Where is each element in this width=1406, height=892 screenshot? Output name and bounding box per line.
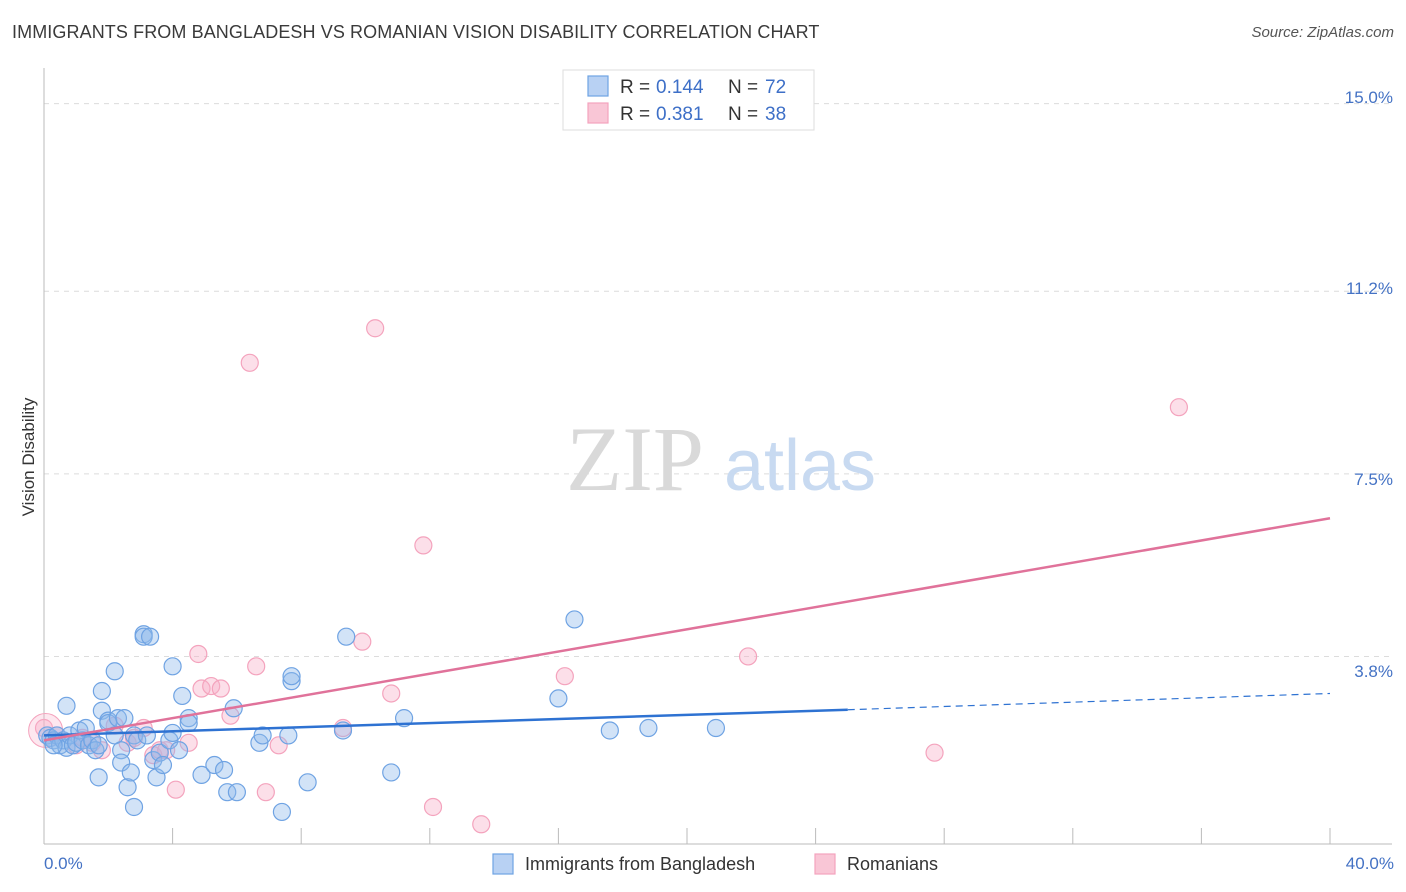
series-romanians [28,319,1188,834]
point-romanians [179,733,198,752]
point-romanians [925,743,944,762]
trend-line-bangladesh-extension [847,692,1331,711]
point-romanians [414,536,433,555]
point-romanians [423,797,443,817]
point-romanians [256,783,275,802]
point-bangladesh [153,755,173,775]
point-romanians [247,657,266,676]
chart-source: Source: ZipAtlas.com [1251,24,1394,41]
point-bangladesh [282,672,301,691]
point-bangladesh [112,741,131,760]
point-romanians [382,684,401,703]
point-bangladesh [214,760,234,780]
legend-r-value-romanians: 0.381 [656,104,704,125]
point-bangladesh [115,709,134,728]
legend-n-value-romanians: 38 [765,104,786,125]
point-bangladesh [134,627,153,646]
point-bangladesh [298,773,317,792]
point-bangladesh [112,753,131,772]
point-bangladesh [137,726,156,745]
series-legend-label-romanians: Romanians [847,854,938,874]
series-legend-label-bangladesh: Immigrants from Bangladesh [525,854,755,874]
point-romanians [240,353,259,372]
watermark-zip: ZIP [566,408,704,510]
legend-r-label-romanians: R = [620,104,650,125]
point-bangladesh [140,627,160,646]
watermark-atlas: atlas [724,426,876,506]
point-bangladesh [282,667,301,686]
point-bangladesh [92,681,111,701]
series-legend-swatch-bangladesh [492,853,514,875]
point-bangladesh [279,726,298,745]
point-bangladesh [549,689,568,708]
y-tick-label-11-2: 11.2% [1346,279,1393,298]
point-bangladesh [639,718,658,738]
point-romanians [353,632,372,651]
point-bangladesh [86,741,105,760]
point-bangladesh [163,657,182,676]
point-bangladesh [706,718,726,738]
point-bangladesh [337,627,356,646]
point-bangladesh [118,778,137,797]
legend-r-value-bangladesh: 0.144 [656,77,704,98]
legend-swatch-romanians [587,102,609,124]
point-romanians [166,780,185,799]
point-bangladesh [394,709,414,728]
point-bangladesh [205,755,224,775]
point-bangladesh [173,686,192,706]
gridlines [44,103,1392,657]
chart-title: IMMIGRANTS FROM BANGLADESH VS ROMANIAN V… [12,22,820,42]
legend-n-value-bangladesh: 72 [765,77,786,98]
point-bangladesh [57,696,76,715]
y-tick-label-3-8: 3.8% [1354,662,1393,681]
series-legend: Immigrants from Bangladesh Romanians [492,853,938,875]
point-bangladesh [169,741,189,760]
trend-lines [43,517,1331,742]
point-bangladesh [124,797,144,817]
x-tick-label-min: 0.0% [44,854,83,873]
x-tick-label-max: 40.0% [1346,854,1394,873]
point-bangladesh [105,662,124,681]
point-bangladesh [227,783,246,802]
axes [43,68,1392,845]
series-bangladesh [38,610,726,822]
y-tick-label-15-0: 15.0% [1345,88,1393,107]
point-romanians [189,644,208,664]
point-romanians [555,667,574,686]
y-axis-title: Vision Disability [19,397,38,516]
point-bangladesh [382,763,401,782]
point-romanians [1169,398,1188,417]
y-tick-label-7-5: 7.5% [1354,470,1393,489]
point-romanians [738,647,758,666]
point-bangladesh [253,726,272,745]
point-bangladesh [89,768,108,787]
legend-n-label-romanians: N = [728,104,758,125]
point-romanians [366,319,385,338]
trend-line-romanians [43,517,1331,742]
point-bangladesh [89,736,108,755]
legend-swatch-bangladesh [587,75,609,97]
series-legend-swatch-romanians [814,853,836,875]
legend-n-label-bangladesh: N = [728,77,758,98]
point-bangladesh [218,783,237,802]
point-romanians [269,736,288,755]
point-bangladesh [272,802,292,822]
point-bangladesh [600,721,619,740]
stats-legend: R = 0.144 N = 72 R = 0.381 N = 38 [562,69,815,131]
point-bangladesh [565,610,584,629]
legend-r-label-bangladesh: R = [620,77,650,98]
point-bangladesh [163,723,182,743]
point-bangladesh [192,765,211,785]
trend-line-bangladesh [43,708,848,737]
point-romanians [211,679,230,698]
point-bangladesh [44,736,63,755]
point-bangladesh [121,763,140,782]
point-romanians [472,815,491,834]
point-bangladesh [144,750,163,770]
